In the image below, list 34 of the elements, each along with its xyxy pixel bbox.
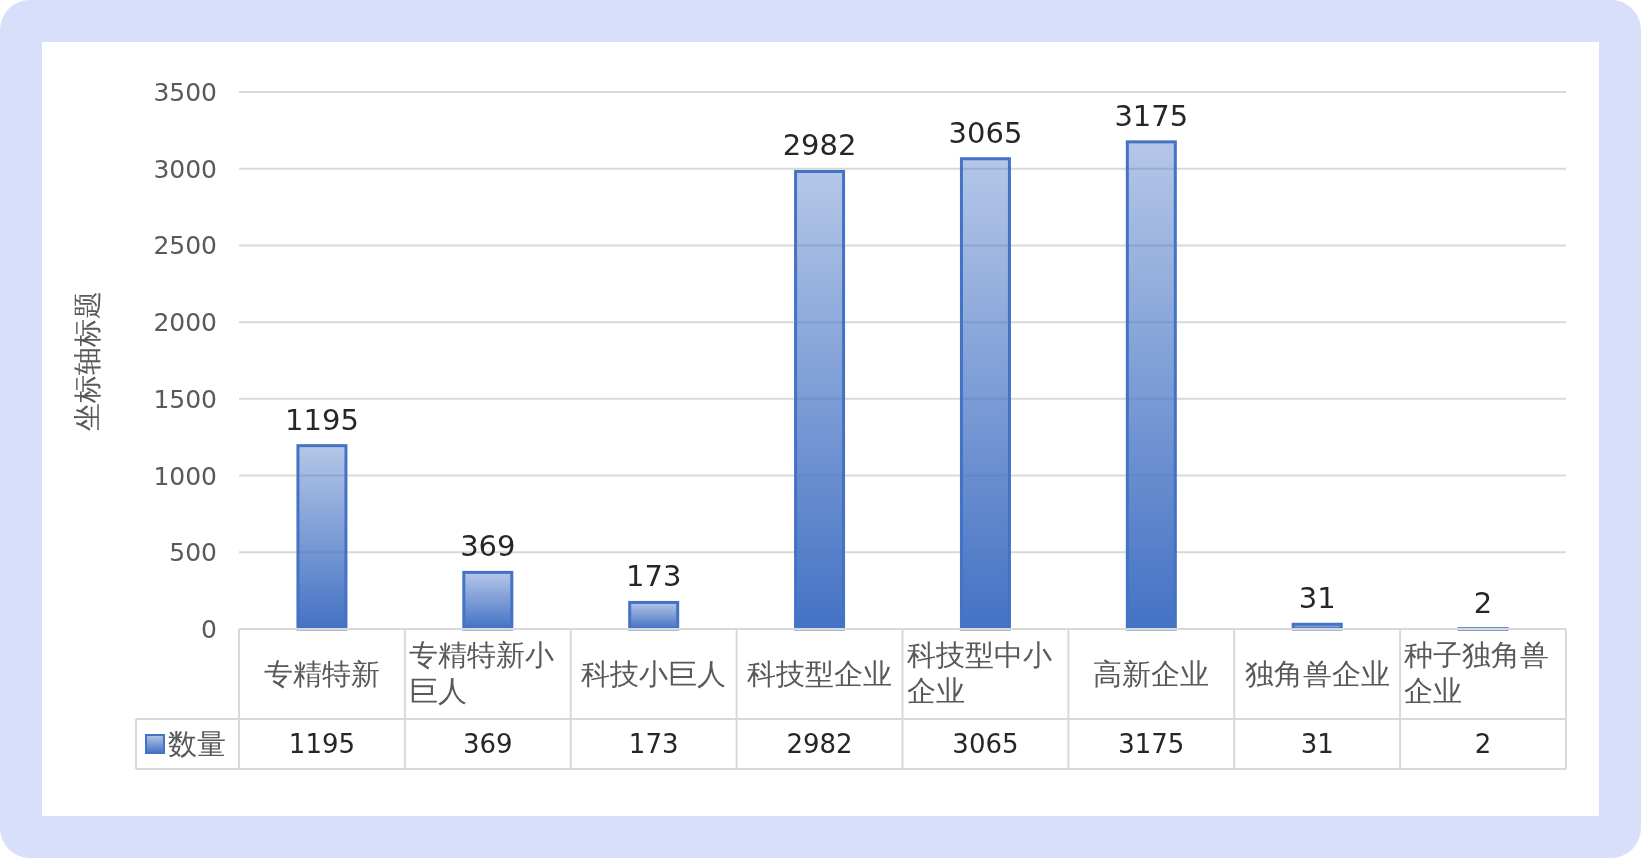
data-label: 3065	[952, 729, 1019, 759]
x-tick-label: 专精特新小巨人	[408, 638, 554, 708]
legend-label: 数量	[168, 727, 226, 761]
data-label: 173	[628, 729, 679, 759]
y-axis-title: 坐标轴标题	[71, 290, 104, 431]
y-tick-label: 1000	[153, 461, 217, 491]
annotation: 369	[460, 529, 516, 564]
x-tick-label: 科技小巨人	[581, 657, 727, 691]
x-tick-label: 种子独角兽企业	[1404, 638, 1550, 708]
x-tick-label: 科技型企业	[747, 657, 893, 691]
data-label: 369	[462, 729, 513, 759]
annotation: 3175	[1114, 98, 1189, 133]
annotation: 3065	[948, 115, 1023, 150]
annotation: 31	[1298, 581, 1336, 616]
y-tick-label: 0	[201, 615, 217, 644]
data-label: 2982	[786, 729, 853, 759]
x-tick-label: 专精特新	[263, 657, 380, 691]
data-label: 2	[1474, 729, 1492, 759]
y-tick-label: 500	[169, 538, 217, 568]
data-label: 31	[1300, 729, 1334, 759]
y-tick-label: 2000	[153, 308, 217, 338]
x-tick-label: 科技型中小企业	[906, 638, 1052, 708]
data-label: 3175	[1118, 729, 1185, 759]
y-tick-label: 1500	[153, 384, 217, 414]
annotation: 173	[626, 559, 682, 594]
annotation: 2982	[782, 128, 857, 163]
y-tick-label: 3000	[153, 154, 217, 184]
y-tick-label: 3500	[153, 78, 217, 107]
x-tick-label: 独角兽企业	[1244, 657, 1390, 691]
x-tick-label: 高新企业	[1093, 657, 1210, 691]
data-label: 1195	[288, 729, 356, 759]
annotation: 1195	[285, 402, 359, 437]
annotation: 2	[1473, 585, 1493, 620]
y-tick-label: 2500	[153, 231, 217, 261]
